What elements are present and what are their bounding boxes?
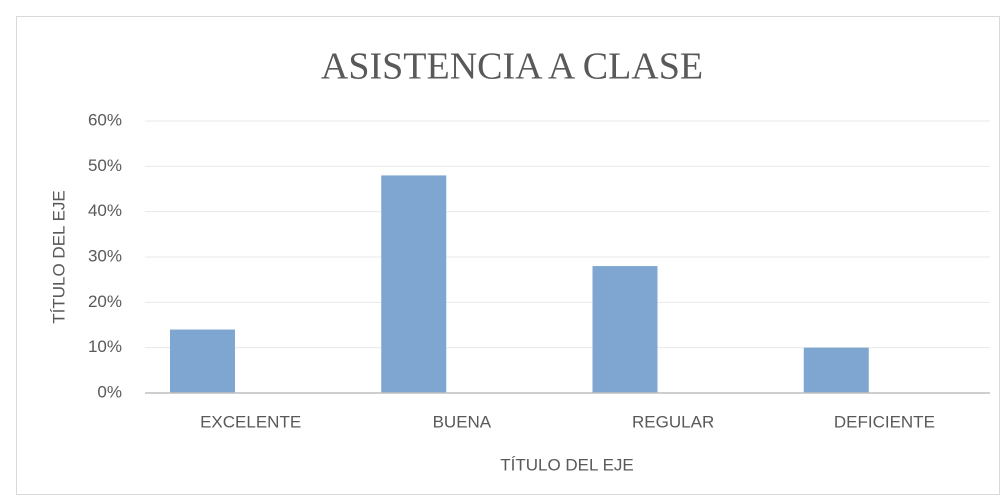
bar [170,329,235,393]
x-axis-label: TÍTULO DEL EJE [500,455,634,474]
chart-title: ASISTENCIA A CLASE [321,46,703,88]
y-tick-label: 0% [97,382,122,401]
y-axis-label: TÍTULO DEL EJE [49,190,68,324]
x-tick-label: EXCELENTE [200,412,301,431]
y-tick-label: 60% [88,110,122,129]
y-tick-label: 10% [88,337,122,356]
y-tick-label: 30% [88,246,122,265]
x-tick-label: REGULAR [632,412,714,431]
bar [592,266,658,393]
y-tick-label: 50% [88,156,122,175]
x-tick-label: DEFICIENTE [834,412,935,431]
x-tick-label: BUENA [433,412,492,431]
y-tick-label: 40% [88,201,122,220]
y-tick-label: 20% [88,292,122,311]
bar [381,175,447,393]
chart-frame [16,16,1000,495]
bar [803,347,869,393]
